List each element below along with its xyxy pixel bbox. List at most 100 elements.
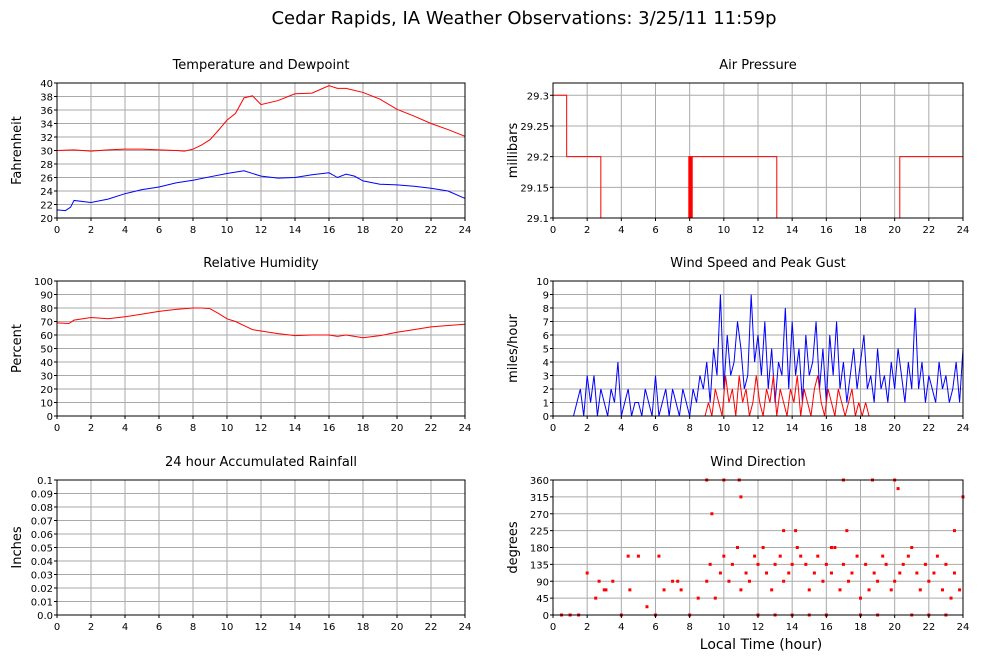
data-point bbox=[778, 554, 782, 558]
data-point bbox=[952, 571, 956, 575]
y-tick-label: 29.2 bbox=[527, 153, 549, 164]
data-point bbox=[722, 554, 726, 558]
x-tick-label: 0 bbox=[550, 225, 556, 236]
x-tick-label: 8 bbox=[190, 225, 196, 236]
data-point bbox=[645, 605, 649, 609]
y-tick-label: 70 bbox=[40, 318, 53, 329]
data-point bbox=[850, 571, 854, 575]
x-tick-label: 22 bbox=[922, 225, 935, 236]
data-point bbox=[597, 579, 601, 583]
data-point bbox=[872, 571, 876, 575]
x-tick-label: 8 bbox=[190, 622, 196, 633]
data-point bbox=[845, 529, 849, 533]
data-point bbox=[896, 487, 900, 491]
data-point bbox=[705, 579, 709, 583]
y-tick-label: 29.25 bbox=[520, 122, 549, 133]
data-point bbox=[611, 579, 615, 583]
y-tick-label: 0.05 bbox=[31, 544, 53, 555]
x-tick-label: 14 bbox=[786, 225, 799, 236]
data-point bbox=[602, 588, 606, 592]
data-point bbox=[696, 596, 700, 600]
x-tick-label: 22 bbox=[425, 225, 438, 236]
y-tick-label: 32 bbox=[40, 133, 53, 144]
data-point bbox=[756, 562, 760, 566]
x-tick-label: 10 bbox=[717, 622, 730, 633]
x-tick-label: 2 bbox=[88, 622, 94, 633]
y-tick-label: 5 bbox=[543, 345, 549, 356]
x-tick-label: 2 bbox=[584, 622, 590, 633]
x-tick-label: 6 bbox=[156, 622, 162, 633]
data-point bbox=[864, 562, 868, 566]
y-tick-label: 20 bbox=[40, 385, 53, 396]
y-tick-label: 135 bbox=[530, 560, 549, 571]
data-point bbox=[713, 596, 717, 600]
data-point bbox=[708, 562, 712, 566]
y-tick-label: 9 bbox=[543, 291, 549, 302]
x-tick-label: 16 bbox=[820, 622, 833, 633]
x-tick-label: 0 bbox=[54, 622, 60, 633]
y-tick-label: 3 bbox=[543, 372, 549, 383]
x-tick-label: 4 bbox=[618, 225, 624, 236]
data-point bbox=[657, 554, 661, 558]
y-tick-label: 180 bbox=[530, 544, 549, 555]
data-point bbox=[829, 546, 833, 549]
x-tick-label: 2 bbox=[88, 225, 94, 236]
y-tick-label: 45 bbox=[536, 594, 549, 605]
x-tick-label: 12 bbox=[255, 225, 268, 236]
y-tick-label: 50 bbox=[40, 345, 53, 356]
page-title: Cedar Rapids, IA Weather Observations: 3… bbox=[271, 8, 776, 29]
x-tick-label: 10 bbox=[717, 225, 730, 236]
y-tick-label: 2 bbox=[543, 385, 549, 396]
x-tick-label: 10 bbox=[221, 225, 234, 236]
y-tick-label: 0.06 bbox=[31, 530, 53, 541]
x-tick-label: 24 bbox=[459, 622, 472, 633]
x-tick-label: 18 bbox=[854, 225, 867, 236]
x-tick-label: 12 bbox=[255, 622, 268, 633]
y-tick-label: 6 bbox=[543, 331, 549, 342]
series-line bbox=[56, 170, 466, 212]
y-tick-label: 34 bbox=[40, 120, 53, 131]
y-axis-label: Inches bbox=[10, 526, 25, 568]
y-tick-label: 100 bbox=[34, 277, 53, 288]
y-tick-label: 90 bbox=[40, 291, 53, 302]
x-tick-label: 8 bbox=[686, 225, 692, 236]
x-tick-label: 14 bbox=[289, 225, 302, 236]
y-tick-label: 22 bbox=[40, 201, 53, 212]
x-tick-label: 18 bbox=[357, 423, 370, 434]
data-point bbox=[867, 588, 871, 592]
y-tick-label: 315 bbox=[530, 493, 549, 504]
x-tick-label: 8 bbox=[686, 622, 692, 633]
y-tick-label: 28 bbox=[40, 160, 53, 171]
y-tick-label: 1 bbox=[543, 399, 549, 410]
y-tick-label: 0.07 bbox=[31, 517, 53, 528]
y-tick-label: 24 bbox=[40, 187, 53, 198]
y-tick-label: 0 bbox=[543, 412, 549, 423]
data-point bbox=[782, 529, 786, 533]
data-point bbox=[782, 579, 786, 583]
data-point bbox=[765, 571, 769, 575]
data-point bbox=[944, 562, 948, 566]
data-point bbox=[898, 571, 902, 575]
data-point bbox=[747, 579, 751, 583]
x-tick-label: 4 bbox=[618, 622, 624, 633]
data-point bbox=[841, 562, 845, 566]
x-tick-label: 6 bbox=[156, 225, 162, 236]
x-tick-label: 20 bbox=[391, 225, 404, 236]
y-tick-label: 0.0 bbox=[37, 611, 53, 622]
x-tick-label: 0 bbox=[54, 225, 60, 236]
x-tick-label: 14 bbox=[786, 622, 799, 633]
data-point bbox=[679, 588, 683, 592]
data-point bbox=[918, 588, 922, 592]
y-tick-label: 360 bbox=[530, 476, 549, 487]
data-point bbox=[799, 554, 803, 558]
y-tick-label: 0.04 bbox=[31, 557, 53, 568]
y-tick-label: 4 bbox=[543, 358, 549, 369]
data-point bbox=[932, 571, 936, 575]
x-tick-label: 24 bbox=[459, 225, 472, 236]
chart-title: Air Pressure bbox=[719, 58, 797, 73]
y-tick-label: 0 bbox=[47, 412, 53, 423]
data-point bbox=[761, 546, 765, 549]
